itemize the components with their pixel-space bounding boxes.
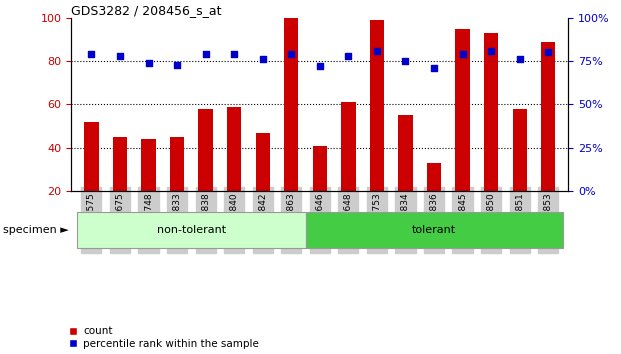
Bar [455,29,469,191]
Text: non-tolerant: non-tolerant [156,225,226,235]
Point [286,51,296,57]
Bar [227,107,242,191]
Point [372,48,382,53]
Bar [306,212,563,248]
Text: tolerant: tolerant [412,225,456,235]
Bar [84,122,99,191]
Bar [369,20,384,191]
Point [401,58,410,64]
Point [543,50,553,55]
Point [429,65,439,71]
Bar [427,163,441,191]
Point [515,57,525,62]
Bar [256,133,270,191]
Bar [541,41,555,191]
Point [458,51,468,57]
Bar [113,137,127,191]
Point [115,53,125,59]
Bar [170,137,184,191]
Point [343,53,353,59]
Point [143,60,153,65]
Point [86,51,96,57]
Bar [199,109,213,191]
Bar [398,115,412,191]
Point [315,63,325,69]
Bar [284,18,299,191]
Text: specimen ►: specimen ► [3,225,69,235]
Legend: count, percentile rank within the sample: count, percentile rank within the sample [67,326,259,349]
Text: GDS3282 / 208456_s_at: GDS3282 / 208456_s_at [71,4,222,17]
Bar [77,212,306,248]
Point [486,48,496,53]
Bar [512,109,527,191]
Bar [484,33,498,191]
Point [258,57,268,62]
Bar [341,102,355,191]
Bar [142,139,156,191]
Point [172,62,182,67]
Point [229,51,239,57]
Bar [313,145,327,191]
Point [201,51,211,57]
